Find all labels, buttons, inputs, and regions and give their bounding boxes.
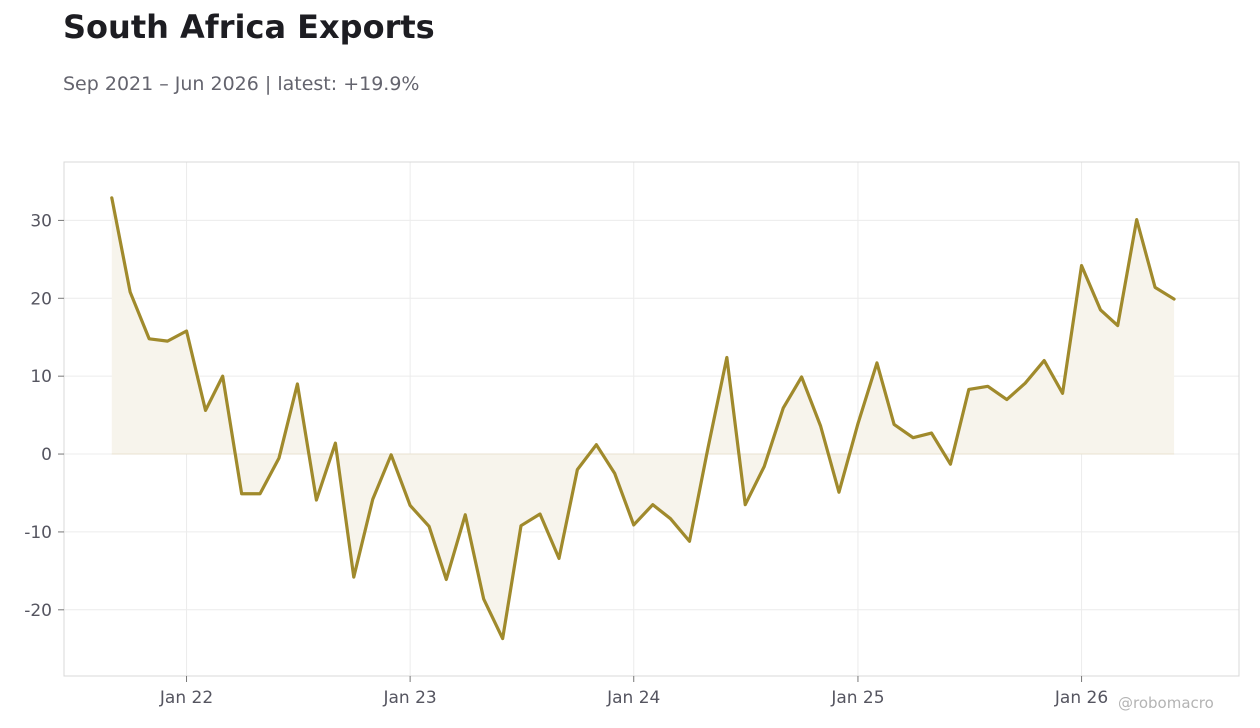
plot-frame xyxy=(63,161,1240,677)
x-tick-label: Jan 24 xyxy=(606,688,660,708)
area-fill xyxy=(111,197,1175,639)
x-tick-label: Jan 26 xyxy=(1054,688,1108,708)
y-tick-label: 0 xyxy=(41,445,52,465)
y-axis: -20 -10 0 10 20 30 xyxy=(24,211,64,621)
x-tick-label: Jan 22 xyxy=(159,688,213,708)
y-tick-label: 10 xyxy=(30,367,52,387)
x-tick-label: Jan 25 xyxy=(830,688,884,708)
area-under-line xyxy=(111,197,1175,639)
y-tick-label: 30 xyxy=(30,211,52,231)
y-tick-label: -20 xyxy=(24,601,52,621)
y-tick-label: -10 xyxy=(24,523,52,543)
chart-subtitle: Sep 2021 – Jun 2026 | latest: +19.9% xyxy=(63,73,420,95)
y-tick-label: 20 xyxy=(30,289,52,309)
x-axis: Jan 22 Jan 23 Jan 24 Jan 25 Jan 26 xyxy=(159,676,1108,708)
watermark: @robomacro xyxy=(1118,694,1214,712)
series-line-layer xyxy=(110,196,1176,641)
chart-title: South Africa Exports xyxy=(63,8,435,46)
x-tick-label: Jan 23 xyxy=(383,688,437,708)
series-line xyxy=(110,196,1176,641)
